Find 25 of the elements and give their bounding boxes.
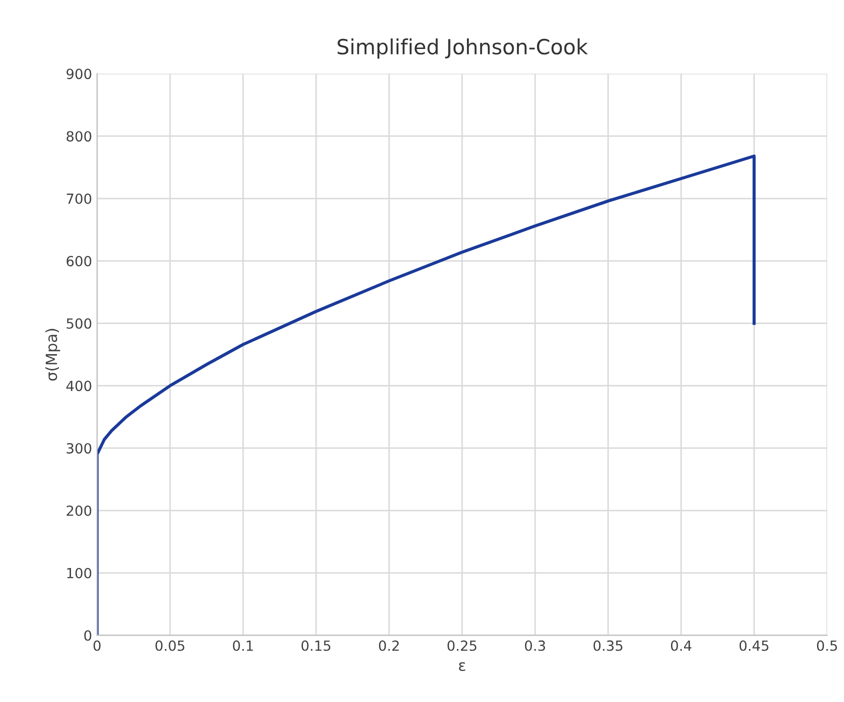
y-tick-label: 600 bbox=[66, 256, 92, 266]
x-tick-label: 0.45 bbox=[740, 640, 768, 651]
x-tick-label: 0.05 bbox=[156, 640, 184, 651]
x-tick-label: 0.25 bbox=[448, 640, 476, 651]
y-tick-label: 300 bbox=[66, 443, 92, 454]
y-tick-label: 400 bbox=[66, 380, 92, 392]
y-tick-label: 900 bbox=[66, 68, 92, 80]
x-tick-label: 0.4 bbox=[670, 640, 692, 651]
x-axis-title: ε bbox=[458, 662, 466, 671]
y-tick-label: 500 bbox=[66, 318, 92, 329]
x-tick-label: 0.15 bbox=[302, 640, 330, 651]
x-tick-label: 0.35 bbox=[594, 640, 622, 651]
y-axis-title: σ(Mpa) bbox=[45, 328, 60, 381]
y-tick-label: 0 bbox=[84, 630, 92, 641]
x-tick-label: 0.2 bbox=[378, 640, 399, 651]
y-tick-label: 700 bbox=[66, 193, 92, 204]
x-tick-label: 0.1 bbox=[232, 640, 253, 651]
line-series bbox=[97, 154, 756, 636]
x-tick-label: 0 bbox=[94, 640, 101, 651]
chart-title: Simplified Johnson-Cook bbox=[338, 38, 588, 59]
y-tick-label: 100 bbox=[67, 568, 92, 578]
x-tick-label: 0.3 bbox=[524, 640, 546, 651]
x-tick-label: 0.5 bbox=[816, 640, 837, 651]
y-tick-label: 800 bbox=[66, 131, 92, 142]
y-tick-label: 200 bbox=[66, 505, 92, 516]
